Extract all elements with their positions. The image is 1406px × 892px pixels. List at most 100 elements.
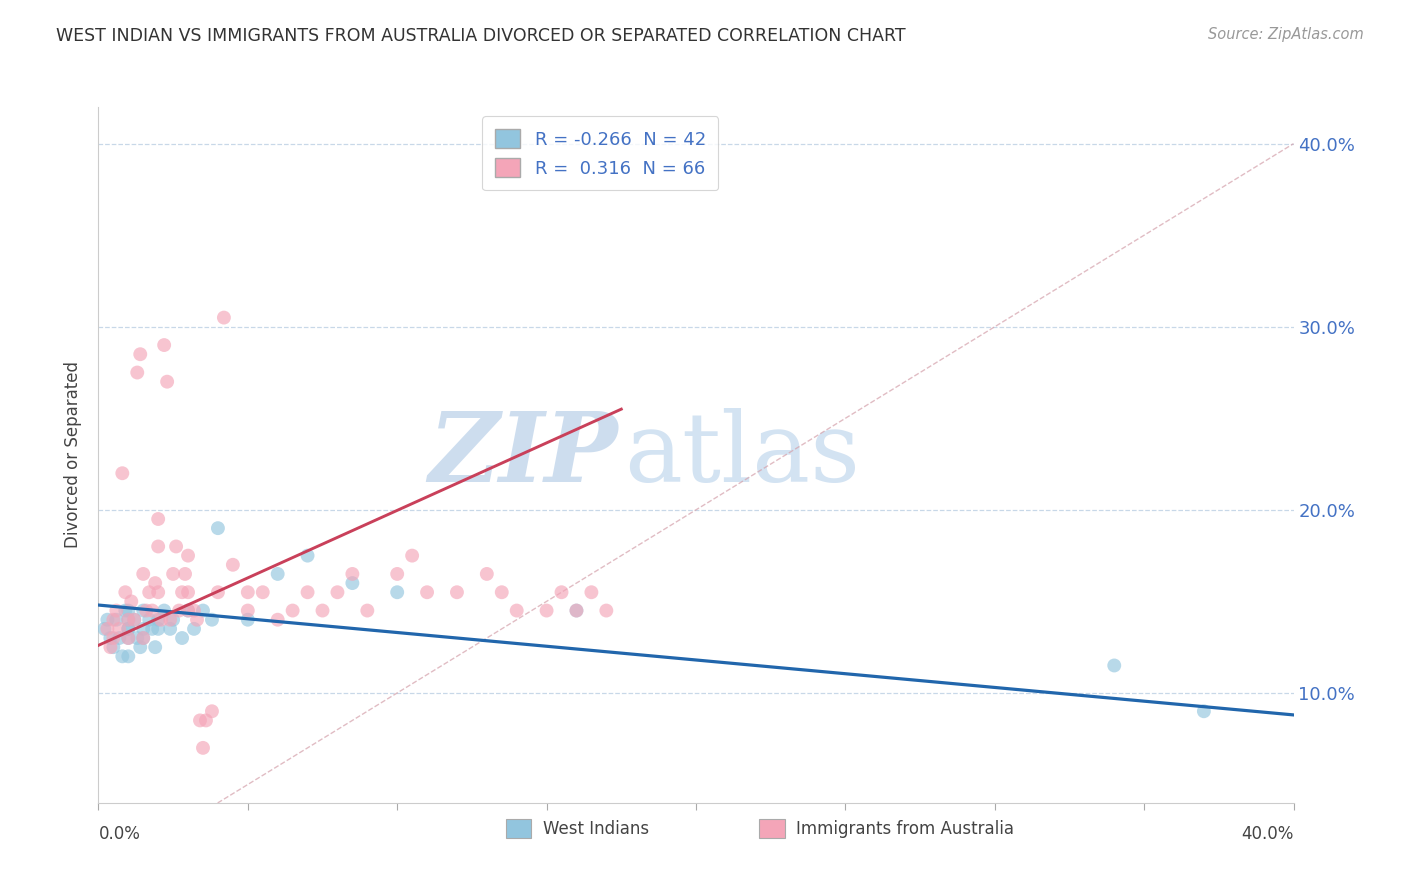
Point (356, 603, 378, 617)
Point (581, 585, 603, 599)
Point (117, 649, 139, 664)
Point (177, 585, 200, 599)
Point (93, 622, 115, 636)
Text: ZIP: ZIP (429, 408, 619, 502)
Point (186, 613, 208, 627)
Point (565, 603, 588, 617)
Point (138, 585, 160, 599)
Point (111, 649, 134, 664)
Point (177, 603, 200, 617)
Point (506, 603, 529, 617)
Point (105, 603, 128, 617)
Point (385, 585, 409, 599)
Point (108, 631, 131, 645)
Text: Immigrants from Australia: Immigrants from Australia (796, 820, 1014, 838)
Point (132, 622, 155, 636)
Point (117, 603, 139, 617)
Point (385, 566, 409, 581)
Point (416, 585, 439, 599)
Point (195, 714, 218, 728)
Point (222, 558, 245, 572)
Point (167, 603, 190, 617)
Point (191, 740, 214, 755)
Point (201, 704, 224, 718)
Point (491, 585, 513, 599)
Point (148, 613, 170, 627)
Point (117, 613, 139, 627)
Point (342, 566, 364, 581)
Point (117, 631, 139, 645)
Point (162, 613, 184, 627)
Point (150, 613, 173, 627)
Point (252, 585, 274, 599)
Point (132, 603, 155, 617)
Point (172, 585, 194, 599)
Point (124, 613, 146, 627)
Point (127, 366, 149, 380)
Point (595, 603, 617, 617)
Point (236, 613, 259, 627)
Point (153, 603, 176, 617)
Point (132, 631, 155, 645)
Point (120, 594, 142, 608)
Point (114, 585, 136, 599)
Point (267, 566, 290, 581)
Point (148, 622, 170, 636)
Point (129, 640, 152, 655)
Point (342, 576, 364, 591)
Point (111, 467, 134, 481)
Point (236, 603, 259, 617)
Point (267, 613, 290, 627)
Point (1192, 704, 1215, 718)
Point (117, 613, 139, 627)
Point (311, 603, 333, 617)
Point (236, 585, 259, 599)
Point (183, 603, 205, 617)
Point (191, 603, 214, 617)
Point (183, 622, 205, 636)
Point (201, 613, 224, 627)
Point (100, 631, 122, 645)
Point (281, 603, 304, 617)
Point (117, 622, 139, 636)
Point (103, 631, 125, 645)
Point (129, 347, 152, 361)
Point (148, 512, 170, 526)
Point (135, 603, 157, 617)
Point (172, 631, 194, 645)
Point (114, 603, 136, 617)
Point (141, 622, 163, 636)
Point (207, 585, 229, 599)
Point (188, 714, 211, 728)
Point (148, 540, 170, 554)
Text: 40.0%: 40.0% (1241, 825, 1294, 843)
Point (159, 613, 181, 627)
Y-axis label: Divorced or Separated: Divorced or Separated (65, 361, 83, 549)
Point (103, 640, 125, 655)
Text: Source: ZipAtlas.com: Source: ZipAtlas.com (1208, 27, 1364, 42)
Point (124, 613, 146, 627)
Point (108, 622, 131, 636)
Point (177, 549, 200, 563)
Point (132, 566, 155, 581)
Point (103, 613, 125, 627)
Point (96, 622, 118, 636)
Point (96, 613, 118, 627)
Point (148, 585, 170, 599)
Point (177, 603, 200, 617)
Point (141, 603, 163, 617)
Point (475, 566, 498, 581)
Point (326, 585, 349, 599)
Text: 0.0%: 0.0% (98, 825, 141, 843)
Point (174, 566, 197, 581)
Point (127, 631, 149, 645)
Point (105, 613, 128, 627)
Point (536, 603, 558, 617)
Point (143, 576, 166, 591)
Point (212, 310, 235, 325)
Text: West Indians: West Indians (543, 820, 648, 838)
Point (297, 549, 319, 563)
Point (401, 549, 423, 563)
Point (1104, 658, 1126, 673)
Point (446, 585, 468, 599)
